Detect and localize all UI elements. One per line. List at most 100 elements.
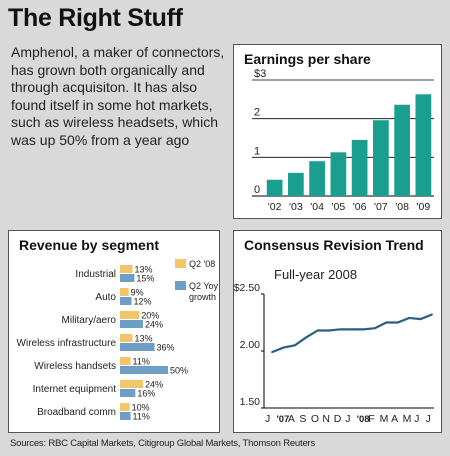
revenue-data-label: 11% <box>133 357 150 367</box>
eps-y-tick-label: $3 <box>254 68 266 80</box>
eps-x-tick-label: '07 <box>374 201 388 213</box>
eps-x-tick-label: '03 <box>289 201 303 213</box>
consensus-data-point <box>431 313 433 316</box>
revenue-data-label: 24% <box>145 380 163 390</box>
revenue-category-label: Internet equipment <box>33 384 117 395</box>
revenue-legend-label: Q2 Yoy growth <box>189 281 219 302</box>
revenue-legend-swatch <box>175 259 186 268</box>
revenue-bar <box>120 366 168 374</box>
consensus-y-tick-label: 2.00 <box>240 339 261 351</box>
eps-bar <box>351 139 368 196</box>
revenue-panel: Revenue by segment Q2 '08 Q2 Yoy growth Ind… <box>8 230 220 433</box>
revenue-bar <box>120 403 130 411</box>
revenue-bar <box>120 389 136 397</box>
revenue-bar <box>120 265 133 273</box>
revenue-data-label: 12% <box>134 297 152 307</box>
consensus-data-point <box>328 329 331 332</box>
eps-bar <box>266 179 283 196</box>
revenue-data-label: 50% <box>170 366 188 376</box>
consensus-x-tick-label: J <box>414 413 419 425</box>
consensus-x-tick-label: A <box>391 413 398 425</box>
revenue-data-label: 24% <box>145 320 163 330</box>
revenue-data-label: 13% <box>134 265 152 275</box>
revenue-category-label: Military/aero <box>62 315 117 326</box>
consensus-data-point <box>282 346 285 349</box>
eps-bar <box>415 94 432 196</box>
consensus-x-tick-label: '08 <box>357 414 370 425</box>
revenue-bar <box>120 297 132 305</box>
consensus-data-point <box>271 351 273 354</box>
consensus-chart: 1.502.00$2.50J '07A S O N D J '08F M A M J J <box>234 282 434 425</box>
consensus-data-point <box>373 327 376 330</box>
revenue-chart-title: Revenue by segment <box>19 237 160 253</box>
revenue-legend-label: Q2 '08 <box>189 259 215 269</box>
revenue-legend-swatch <box>175 281 186 290</box>
consensus-x-tick-label: O <box>311 413 319 425</box>
revenue-data-label: 15% <box>136 274 154 284</box>
consensus-y-tick-label: 1.50 <box>240 396 261 408</box>
revenue-data-label: 16% <box>137 389 155 399</box>
revenue-bar <box>120 357 131 365</box>
eps-bar <box>394 104 410 196</box>
eps-chart: 0 1 2 $3 '02 '03 '04 '05 '06 '07 '08 '09 <box>252 68 434 213</box>
eps-x-tick-label: '08 <box>395 201 409 213</box>
sources-note: Sources: RBC Capital Markets, Citigroup … <box>10 438 316 449</box>
revenue-bar <box>120 288 129 296</box>
consensus-x-tick-label: '07 <box>276 414 289 425</box>
revenue-data-label: 20% <box>141 311 159 321</box>
consensus-x-tick-label: D <box>334 413 342 425</box>
eps-x-tick-label: '06 <box>353 201 367 213</box>
revenue-data-label: 11% <box>133 412 150 422</box>
intro-text: Amphenol, a maker of connectors, has gro… <box>11 44 225 148</box>
consensus-data-point <box>316 329 319 332</box>
consensus-x-tick-label: N <box>322 413 330 425</box>
eps-y-tick-label: 2 <box>254 107 260 119</box>
consensus-x-tick-label: M <box>403 413 412 425</box>
consensus-data-point <box>362 328 365 331</box>
consensus-x-tick-label: J <box>426 413 431 425</box>
consensus-chart-title: Consensus Revision Trend <box>244 237 424 253</box>
consensus-data-point <box>351 328 353 331</box>
consensus-chart-subtitle: Full-year 2008 <box>274 267 358 282</box>
revenue-data-label: 9% <box>131 288 144 298</box>
eps-bar <box>330 152 347 196</box>
revenue-data-label: 10% <box>132 403 150 413</box>
eps-bar <box>309 161 325 196</box>
eps-x-tick-label: '09 <box>417 201 431 213</box>
eps-chart-title: Earnings per share <box>244 51 371 67</box>
eps-x-tick-label: '05 <box>332 201 346 213</box>
consensus-line <box>271 313 433 354</box>
consensus-data-point <box>293 344 296 347</box>
eps-y-tick-label: 1 <box>254 145 260 157</box>
consensus-x-tick-label: A <box>288 413 295 425</box>
eps-panel: Earnings per share 0 1 2 $3 '02 '03 '04 '05 '06 '… <box>233 44 442 219</box>
revenue-bar <box>120 412 131 420</box>
consensus-panel: Consensus Revision Trend Full-year 2008 … <box>233 230 442 433</box>
revenue-data-label: 13% <box>134 334 152 344</box>
revenue-category-label: Wireless infrastructure <box>17 338 117 349</box>
eps-bar <box>288 172 304 196</box>
consensus-y-tick-label: $2.50 <box>234 282 260 294</box>
consensus-x-tick-label: S <box>299 413 306 425</box>
revenue-category-label: Wireless handsets <box>34 361 116 372</box>
revenue-bar <box>120 320 144 328</box>
revenue-bar <box>120 274 135 282</box>
eps-x-tick-label: '02 <box>268 201 282 213</box>
page-title: The Right Stuff <box>8 4 183 32</box>
consensus-data-point <box>385 321 388 324</box>
consensus-x-tick-label: M <box>380 413 389 425</box>
eps-y-tick-label: 0 <box>254 184 260 196</box>
revenue-bar <box>120 380 144 388</box>
revenue-bar <box>120 334 133 342</box>
eps-bar <box>373 120 389 196</box>
consensus-data-point <box>339 328 342 331</box>
consensus-data-point <box>419 318 422 320</box>
revenue-bar <box>120 343 155 351</box>
eps-x-tick-label: '04 <box>310 201 324 213</box>
consensus-x-tick-label: J <box>265 413 270 425</box>
consensus-data-point <box>396 321 399 324</box>
revenue-category-label: Auto <box>95 292 116 303</box>
consensus-data-point <box>408 317 411 319</box>
consensus-x-tick-label: F <box>368 413 374 425</box>
